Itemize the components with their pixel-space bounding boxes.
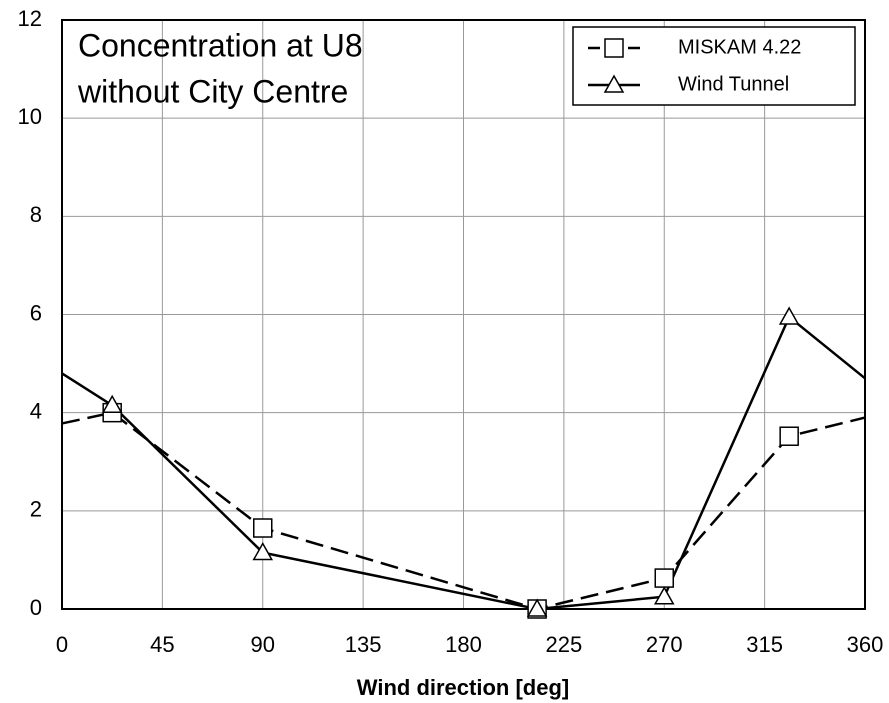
marker [778, 306, 800, 325]
chart-title: without City Centre [77, 73, 348, 109]
y-tick-label: 8 [30, 202, 42, 227]
y-tick-label: 12 [18, 6, 42, 31]
marker [252, 542, 274, 561]
x-tick-label: 270 [646, 632, 683, 657]
legend: MISKAM 4.22 Wind Tunnel [572, 26, 856, 106]
y-tick-label: 10 [18, 104, 42, 129]
marker [526, 598, 548, 617]
x-tick-label: 0 [56, 632, 68, 657]
chart-title: Concentration at U8 [78, 27, 363, 63]
marker [603, 74, 625, 93]
x-tick-label: 360 [847, 632, 884, 657]
marker [101, 394, 123, 414]
y-tick-label: 2 [30, 497, 42, 522]
x-tick-label: 225 [546, 632, 583, 657]
plot-frame [61, 19, 866, 610]
x-tick-label: 315 [746, 632, 783, 657]
marker [654, 568, 674, 588]
marker [604, 38, 624, 58]
x-tick-label: 135 [345, 632, 382, 657]
legend-label: MISKAM 4.22 [678, 36, 801, 58]
marker [779, 426, 799, 446]
y-tick-label: 4 [30, 398, 42, 423]
marker [653, 586, 675, 605]
x-tick-label: 90 [251, 632, 275, 657]
marker [253, 518, 273, 538]
y-tick-label: 0 [30, 595, 42, 620]
x-tick-label: 45 [150, 632, 174, 657]
x-tick-label: 180 [445, 632, 482, 657]
x-axis-label: Wind direction [deg] [357, 675, 569, 700]
legend-label: Wind Tunnel [678, 73, 789, 95]
y-tick-label: 6 [30, 300, 42, 325]
